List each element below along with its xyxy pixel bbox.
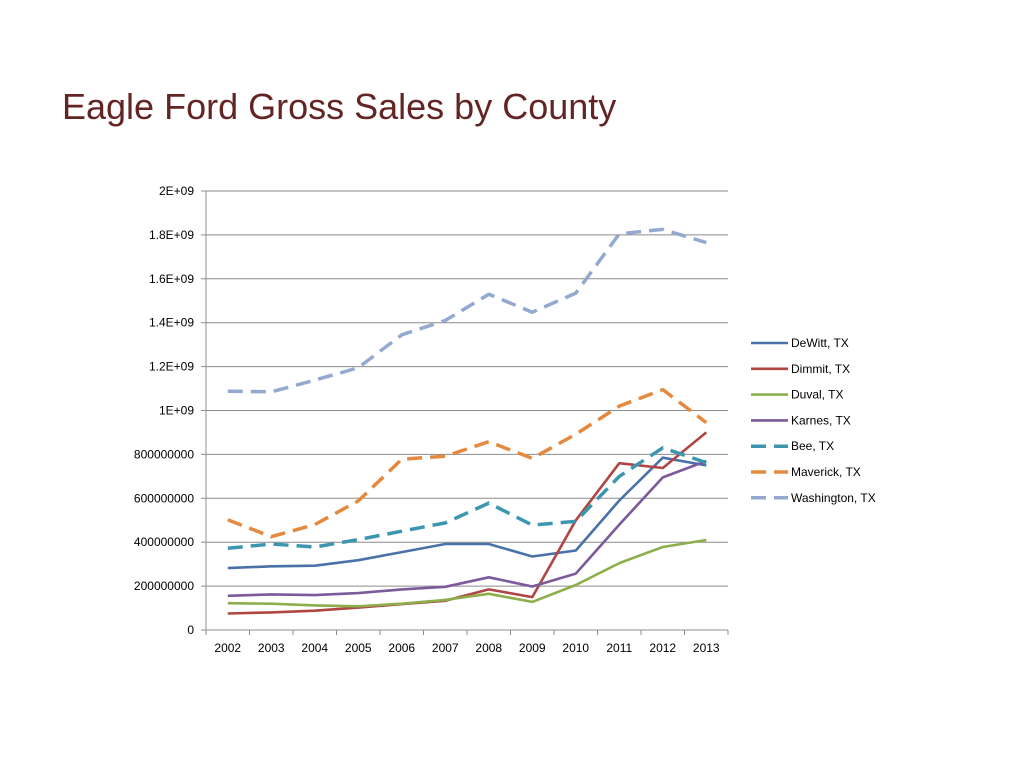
x-tick-label: 2012 xyxy=(649,641,676,655)
x-tick-label: 2004 xyxy=(301,641,328,655)
y-tick-label: 1E+09 xyxy=(159,404,194,418)
x-tick-label: 2005 xyxy=(345,641,372,655)
legend-item: Dimmit, TX xyxy=(751,362,850,376)
x-tick-label: 2010 xyxy=(562,641,589,655)
legend-item: Washington, TX xyxy=(751,491,876,505)
slide-title: Eagle Ford Gross Sales by County xyxy=(62,86,617,127)
y-tick-label: 600000000 xyxy=(134,491,194,505)
gridlines xyxy=(206,190,728,587)
x-tick-label: 2008 xyxy=(475,641,502,655)
x-tick-label: 2013 xyxy=(693,641,720,655)
legend-label: DeWitt, TX xyxy=(791,336,849,350)
y-tick-label: 1.6E+09 xyxy=(149,272,194,286)
y-tick-label: 800000000 xyxy=(134,447,194,461)
x-tick-label: 2009 xyxy=(519,641,546,655)
y-tick-label: 2E+09 xyxy=(159,184,194,198)
x-tick-label: 2003 xyxy=(258,641,285,655)
legend-label: Washington, TX xyxy=(791,491,876,505)
legend-label: Dimmit, TX xyxy=(791,362,850,376)
series-line-dimmit-tx xyxy=(227,431,708,615)
series-line-maverick-tx xyxy=(227,387,708,539)
legend-item: Bee, TX xyxy=(751,439,834,453)
y-tick-label: 400000000 xyxy=(134,535,194,549)
y-tick-label: 1.8E+09 xyxy=(149,228,194,242)
y-tick-label: 0 xyxy=(187,623,194,637)
series-line-bee-tx xyxy=(227,446,707,551)
legend-item: DeWitt, TX xyxy=(751,336,849,350)
series-line-washington-tx xyxy=(227,227,707,394)
legend-label: Karnes, TX xyxy=(791,413,851,427)
series-line-karnes-tx xyxy=(227,459,707,598)
axes: 0 200000000 400000000 600000000 800000000 1E+… xyxy=(134,184,729,655)
x-tick-label: 2006 xyxy=(388,641,415,655)
y-tick-label: 200000000 xyxy=(134,579,194,593)
x-tick-label: 2002 xyxy=(214,641,241,655)
legend: DeWitt, TX Dimmit, TX Duval, TX Karnes, TX B… xyxy=(751,336,876,505)
legend-item: Duval, TX xyxy=(751,388,843,402)
legend-item: Karnes, TX xyxy=(751,413,851,427)
x-tick-label: 2011 xyxy=(606,641,632,655)
y-tick-label: 1.4E+09 xyxy=(149,316,194,330)
x-tick-label: 2007 xyxy=(432,641,459,655)
legend-label: Duval, TX xyxy=(791,388,843,402)
legend-item: Maverick, TX xyxy=(751,465,861,479)
legend-label: Maverick, TX xyxy=(791,465,861,479)
series-line-duval-tx xyxy=(227,538,707,608)
legend-label: Bee, TX xyxy=(791,439,834,453)
series-lines xyxy=(227,227,708,615)
y-tick-label: 1.2E+09 xyxy=(149,360,194,374)
series-line-dewitt-tx xyxy=(227,456,707,570)
